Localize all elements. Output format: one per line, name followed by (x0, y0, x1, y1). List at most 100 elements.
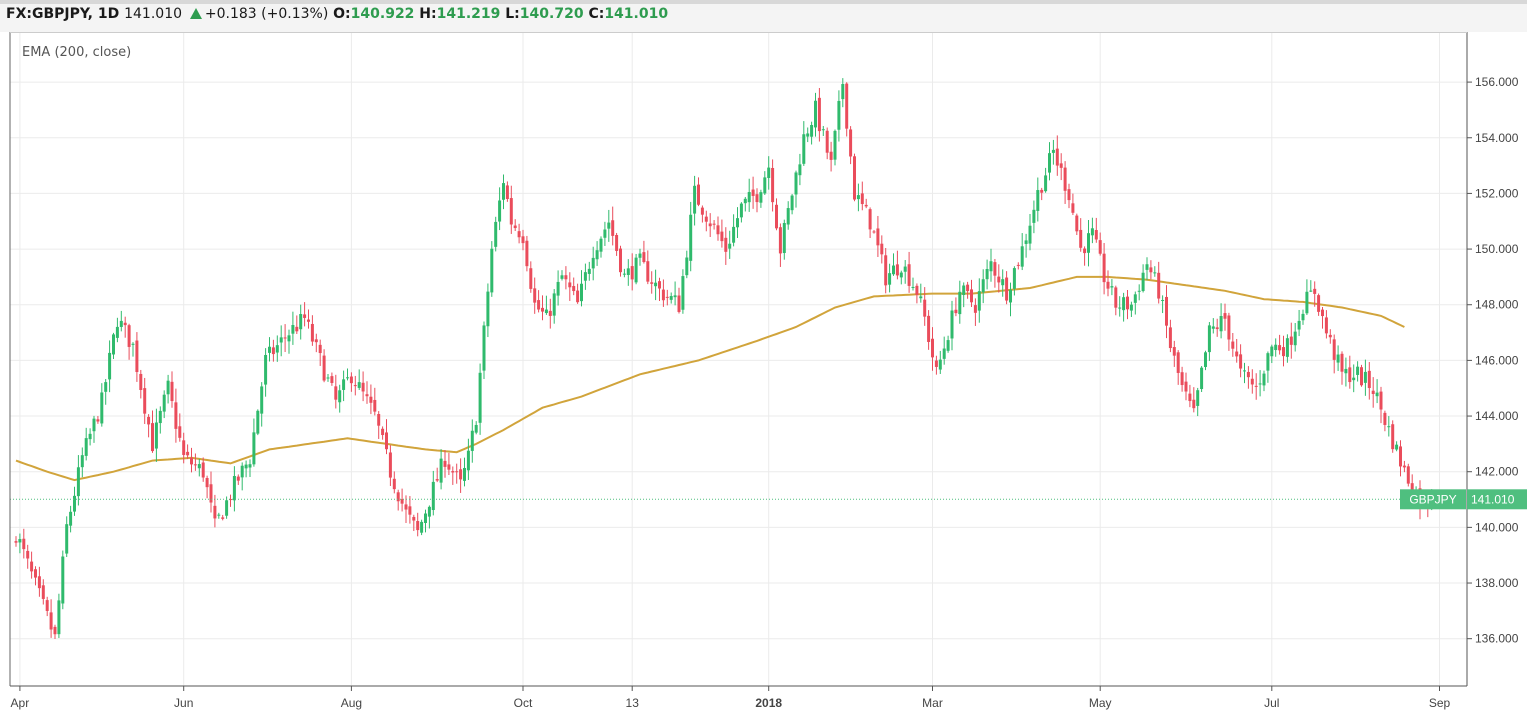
candle[interactable] (178, 413, 182, 442)
candle[interactable] (357, 369, 361, 390)
candle[interactable] (427, 505, 431, 529)
candle[interactable] (1161, 295, 1165, 314)
candle[interactable] (1262, 370, 1266, 392)
candle[interactable] (661, 279, 665, 307)
candle[interactable] (330, 372, 334, 386)
candle[interactable] (1317, 293, 1321, 316)
candle[interactable] (1071, 193, 1075, 216)
candle[interactable] (572, 277, 576, 296)
candle[interactable] (747, 178, 751, 212)
candle[interactable] (127, 323, 131, 360)
candle[interactable] (435, 467, 439, 483)
candle[interactable] (361, 371, 365, 402)
candle[interactable] (763, 171, 767, 195)
candle[interactable] (264, 348, 268, 397)
candle[interactable] (1402, 460, 1406, 473)
candle[interactable] (860, 181, 864, 211)
candle[interactable] (576, 283, 580, 304)
candle[interactable] (451, 466, 455, 485)
candle[interactable] (1172, 340, 1176, 367)
candle[interactable] (934, 355, 938, 375)
candle[interactable] (1083, 246, 1087, 266)
candle[interactable] (685, 250, 689, 279)
candle[interactable] (299, 304, 303, 340)
candle[interactable] (868, 207, 872, 239)
candle[interactable] (509, 185, 513, 234)
candle[interactable] (225, 496, 229, 519)
candle[interactable] (420, 519, 424, 536)
candle[interactable] (853, 153, 856, 202)
symbol-name[interactable]: FX:GBPJPY, 1D (6, 6, 120, 22)
candle[interactable] (88, 428, 92, 446)
candle[interactable] (790, 194, 794, 215)
candle[interactable] (252, 418, 256, 467)
candle[interactable] (1184, 372, 1188, 401)
candle[interactable] (158, 406, 162, 434)
candle[interactable] (1305, 279, 1309, 316)
candle[interactable] (385, 419, 388, 455)
candle[interactable] (57, 593, 61, 638)
candle[interactable] (1239, 344, 1243, 378)
candle[interactable] (303, 302, 307, 327)
candle[interactable] (611, 206, 615, 246)
candle[interactable] (1395, 441, 1399, 452)
candle[interactable] (1387, 416, 1391, 437)
candle[interactable] (821, 125, 825, 136)
candle[interactable] (708, 213, 712, 238)
candle[interactable] (923, 287, 927, 326)
candle[interactable] (186, 444, 190, 460)
candle[interactable] (154, 408, 158, 462)
candle[interactable] (970, 279, 973, 307)
candle[interactable] (1059, 153, 1063, 181)
candle[interactable] (505, 181, 509, 202)
candle[interactable] (221, 514, 225, 521)
candle[interactable] (806, 127, 810, 143)
candle[interactable] (743, 196, 747, 212)
candle[interactable] (814, 92, 817, 137)
candle[interactable] (1313, 281, 1317, 307)
candle[interactable] (786, 201, 790, 230)
candlestick-series[interactable] (14, 78, 1434, 640)
candle[interactable] (447, 452, 451, 476)
candle[interactable] (30, 551, 34, 579)
candle[interactable] (73, 486, 76, 516)
candle[interactable] (283, 324, 287, 353)
candle[interactable] (704, 210, 708, 232)
candle[interactable] (190, 447, 193, 473)
candle[interactable] (985, 259, 989, 290)
candle[interactable] (981, 269, 985, 304)
candle[interactable] (1363, 359, 1367, 396)
candle[interactable] (1278, 334, 1282, 355)
candle[interactable] (950, 300, 954, 351)
candle[interactable] (1020, 233, 1024, 271)
candle[interactable] (326, 373, 330, 382)
candle[interactable] (728, 230, 732, 259)
candle[interactable] (229, 494, 232, 507)
candle[interactable] (1149, 260, 1153, 280)
candle[interactable] (825, 127, 829, 160)
candle[interactable] (817, 88, 821, 142)
candle[interactable] (895, 250, 899, 280)
candle[interactable] (552, 289, 556, 324)
candle[interactable] (1336, 345, 1340, 371)
candle[interactable] (1235, 338, 1239, 363)
candle[interactable] (65, 516, 69, 558)
candle[interactable] (1379, 386, 1383, 424)
candle[interactable] (810, 121, 814, 145)
candle[interactable] (439, 449, 443, 490)
candle[interactable] (1110, 279, 1114, 296)
candle[interactable] (1375, 379, 1379, 404)
candle[interactable] (392, 471, 396, 494)
candle[interactable] (1328, 329, 1332, 344)
candle[interactable] (864, 198, 868, 209)
candle[interactable] (1406, 463, 1410, 487)
candle[interactable] (240, 462, 244, 491)
candle[interactable] (1192, 387, 1196, 413)
candle[interactable] (1207, 322, 1211, 361)
candle[interactable] (619, 245, 622, 277)
candle[interactable] (884, 247, 888, 294)
candle[interactable] (767, 156, 771, 190)
candle[interactable] (732, 214, 736, 247)
candle[interactable] (958, 280, 962, 324)
candle[interactable] (1231, 333, 1235, 357)
